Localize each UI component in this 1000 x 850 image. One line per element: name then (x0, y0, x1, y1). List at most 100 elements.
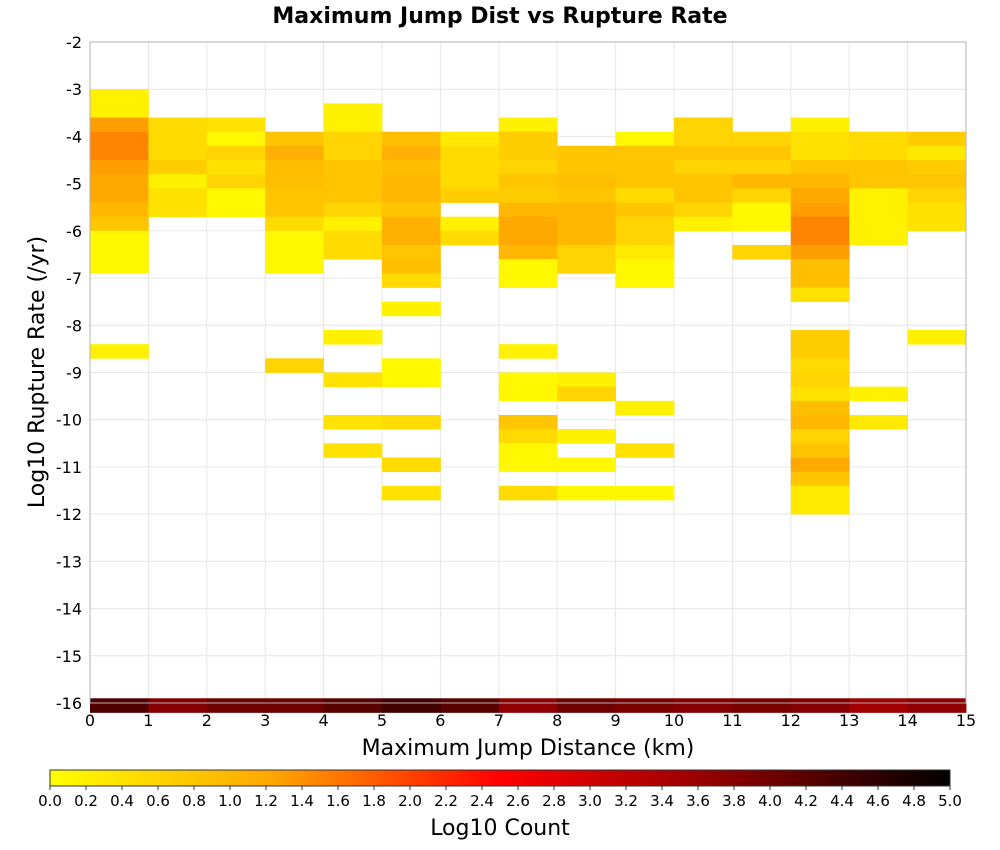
colorbar-tick-label: 1.6 (326, 792, 350, 810)
heatmap-cell (90, 259, 149, 274)
heatmap-cell (148, 174, 208, 189)
heatmap-cell (790, 372, 850, 388)
x-tick-label: 1 (143, 711, 153, 730)
y-tick-label: -4 (66, 127, 82, 146)
heatmap-cell (615, 485, 675, 501)
x-tick-label: 9 (611, 711, 621, 730)
heatmap-cell (557, 698, 616, 713)
heatmap-cell (790, 443, 850, 458)
heatmap-cell (790, 202, 850, 218)
heatmap-cell (674, 160, 733, 175)
heatmap-cell (382, 188, 441, 203)
heatmap-cell (498, 202, 558, 218)
heatmap-cell (148, 145, 208, 161)
heatmap-cell (557, 386, 616, 402)
heatmap-cell (265, 259, 324, 274)
heatmap-cell (674, 145, 733, 161)
heatmap-cell (90, 245, 149, 260)
colorbar-tick-label: 0.0 (38, 792, 62, 810)
heatmap-cell (732, 245, 792, 260)
heatmap-cell (732, 188, 792, 203)
heatmap-cell (382, 160, 441, 175)
heatmap-cell (440, 131, 500, 147)
heatmap-cell (265, 202, 324, 218)
heatmap-cell (907, 145, 967, 161)
heatmap-cell (790, 259, 850, 274)
heatmap-cell (732, 145, 792, 161)
heatmap-cell (615, 160, 675, 175)
heatmap-cell (265, 188, 324, 203)
heatmap-cell (90, 344, 149, 359)
heatmap-cell (849, 230, 908, 246)
heatmap-cell (674, 698, 733, 713)
heatmap-cell (907, 160, 967, 175)
heatmap-cell (382, 414, 441, 430)
heatmap-cell (732, 216, 792, 232)
x-tick-label: 12 (781, 711, 801, 730)
y-tick-label: -2 (66, 33, 82, 52)
heatmap-cell (323, 245, 383, 260)
heatmap-cell (323, 145, 383, 161)
heatmap-cell (615, 698, 675, 713)
colorbar-tick-label: 3.8 (722, 792, 746, 810)
heatmap-cell (323, 698, 383, 713)
heatmap-cell (323, 202, 383, 218)
heatmap-cell (498, 344, 558, 359)
heatmap-cell (498, 131, 558, 147)
heatmap-cell (206, 202, 266, 218)
heatmap-cell (90, 698, 149, 713)
x-tick-label: 14 (897, 711, 917, 730)
heatmap-cell (265, 131, 324, 147)
heatmap-cell (440, 216, 500, 232)
heatmap-cell (907, 216, 967, 232)
heatmap-cell (323, 414, 383, 430)
heatmap-cell (790, 188, 850, 203)
colorbar-tick-label: 2.0 (398, 792, 422, 810)
heatmap-cell (440, 230, 500, 246)
heatmap-cell (382, 457, 441, 473)
heatmap-cell (674, 131, 733, 147)
heatmap-cell (557, 457, 616, 473)
colorbar-tick-label: 0.8 (182, 792, 206, 810)
heatmap-cell (148, 698, 208, 713)
heatmap-cell (849, 160, 908, 175)
heatmap-cell (557, 485, 616, 501)
heatmap-cell (557, 245, 616, 260)
heatmap-cell (907, 131, 967, 147)
heatmap-cell (849, 386, 908, 402)
heatmap-cell (323, 117, 383, 133)
heatmap-cell (382, 230, 441, 246)
heatmap-cell (90, 103, 149, 118)
heatmap-cell (790, 330, 850, 345)
heatmap-cell (615, 245, 675, 260)
heatmap-cell (90, 131, 149, 147)
heatmap-cell (382, 216, 441, 232)
heatmap-cell (382, 358, 441, 373)
y-axis-label: Log10 Rupture Rate (/yr) (25, 236, 50, 508)
y-tick-label: -5 (66, 175, 82, 194)
x-tick-label: 15 (956, 711, 976, 730)
heatmap-cell (615, 216, 675, 232)
heatmap-cell (265, 698, 324, 713)
heatmap-cell (265, 230, 324, 246)
y-tick-label: -16 (56, 694, 82, 713)
heatmap-cell (849, 188, 908, 203)
heatmap-cell (382, 372, 441, 388)
heatmap-cell (615, 145, 675, 161)
colorbar-tick-label: 4.0 (758, 792, 782, 810)
heatmap-cell (90, 89, 149, 104)
heatmap-cell (382, 174, 441, 189)
heatmap-cell (557, 160, 616, 175)
colorbar-tick-label: 3.4 (650, 792, 674, 810)
heatmap-cell (440, 174, 500, 189)
x-tick-label: 6 (435, 711, 445, 730)
heatmap-cell (206, 188, 266, 203)
heatmap-cell (557, 188, 616, 203)
heatmap-cell (849, 216, 908, 232)
colorbar-tick-label: 3.6 (686, 792, 710, 810)
heatmap-cell (849, 202, 908, 218)
heatmap-cell (732, 698, 792, 713)
heatmap-cell (382, 202, 441, 218)
heatmap-cell (790, 358, 850, 373)
